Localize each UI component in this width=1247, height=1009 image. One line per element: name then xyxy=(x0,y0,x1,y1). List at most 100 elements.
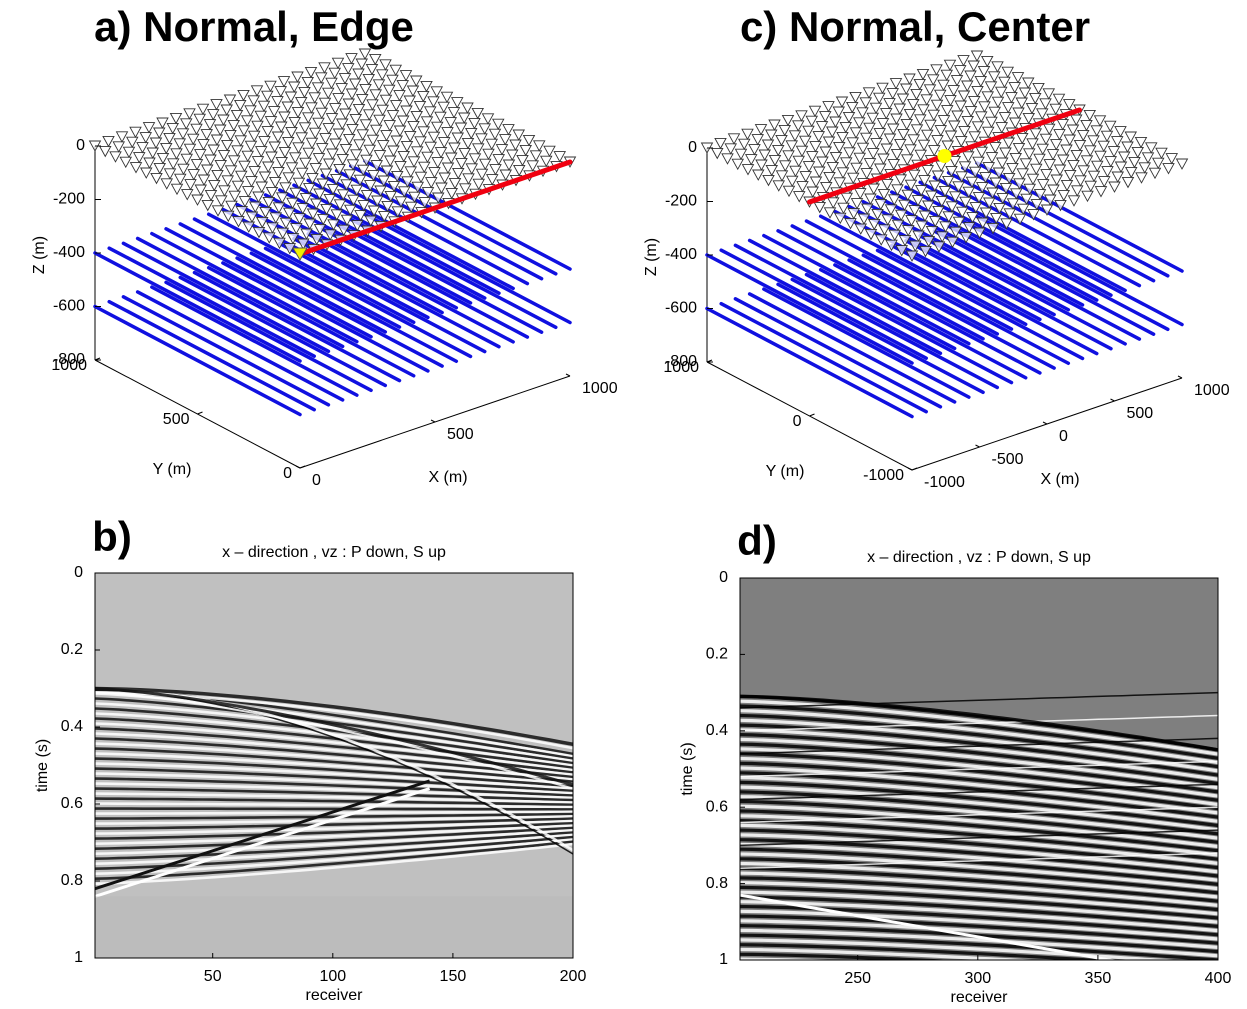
receiver xyxy=(380,130,393,142)
receiver xyxy=(441,127,454,139)
receiver xyxy=(1134,136,1148,149)
wavefront xyxy=(740,885,1218,920)
receiver xyxy=(553,151,567,163)
receiver xyxy=(204,154,217,166)
receiver xyxy=(173,138,187,150)
receiver xyxy=(437,137,451,149)
receiver xyxy=(984,81,998,93)
receiver xyxy=(299,157,312,170)
receiver xyxy=(478,158,492,171)
receiver xyxy=(289,187,303,200)
receiver xyxy=(247,130,261,143)
receiver xyxy=(859,132,873,145)
receiver xyxy=(281,101,295,113)
receiver xyxy=(974,111,988,123)
receiver xyxy=(1080,155,1094,167)
receiver xyxy=(179,118,193,130)
receiver xyxy=(234,170,248,183)
receiver xyxy=(1054,199,1067,212)
receiver xyxy=(203,119,217,131)
receiver xyxy=(156,117,169,129)
receiver xyxy=(1138,162,1152,174)
receiver xyxy=(359,119,373,131)
receiver xyxy=(458,147,472,160)
receiver xyxy=(908,205,922,217)
receiver xyxy=(991,61,1004,73)
receiver xyxy=(293,213,306,225)
receiver xyxy=(350,220,364,232)
receiver xyxy=(1013,213,1027,226)
receiver xyxy=(842,111,856,124)
receiver xyxy=(1076,129,1090,142)
x-tick-label: 1000 xyxy=(1194,382,1230,399)
receiver xyxy=(232,216,245,228)
receiver xyxy=(457,112,471,124)
receiver-line xyxy=(297,159,573,257)
x-tick xyxy=(295,465,301,469)
receiver xyxy=(302,147,316,160)
receiver xyxy=(248,201,262,213)
receiver xyxy=(819,146,833,158)
receiver xyxy=(1049,139,1063,151)
receiver xyxy=(1030,199,1044,211)
receiver xyxy=(782,150,795,162)
receiver xyxy=(975,182,989,194)
receiver xyxy=(954,135,968,148)
receiver xyxy=(326,183,340,196)
horizon-line xyxy=(747,292,957,404)
receiver xyxy=(404,166,418,178)
receiver xyxy=(183,143,197,156)
receiver xyxy=(315,143,329,155)
panel-title: c) Normal, Center xyxy=(740,3,1090,50)
receiver xyxy=(434,111,447,124)
receiver xyxy=(886,123,900,135)
receiver xyxy=(301,112,315,124)
horizon-line xyxy=(121,241,331,354)
receiver xyxy=(819,181,833,194)
receiver xyxy=(966,212,979,224)
receiver xyxy=(972,156,985,169)
receiver xyxy=(269,212,283,224)
wavefront xyxy=(740,943,1116,960)
z-axis-label: Z (m) xyxy=(31,236,48,274)
receiver xyxy=(322,158,336,170)
receiver xyxy=(921,165,935,177)
receiver xyxy=(150,172,163,185)
receiver xyxy=(971,85,984,98)
receiver xyxy=(272,202,286,214)
receiver xyxy=(835,96,849,108)
receiver xyxy=(512,129,526,141)
receiver xyxy=(837,202,850,215)
receiver xyxy=(407,120,420,133)
wavefront xyxy=(740,756,1218,807)
receiver xyxy=(286,233,300,245)
receiver xyxy=(369,124,383,137)
receiver xyxy=(1114,161,1128,173)
horizon-line xyxy=(306,232,515,344)
receiver xyxy=(1144,142,1158,154)
receiver xyxy=(1135,172,1148,184)
receiver xyxy=(847,208,861,220)
receiver xyxy=(871,208,884,221)
horizon-line xyxy=(150,231,359,344)
receiver xyxy=(312,117,325,130)
x-tick-label: 200 xyxy=(560,968,587,985)
receiver xyxy=(1043,159,1057,171)
wavefront xyxy=(95,812,573,820)
receiver xyxy=(967,95,981,108)
horizon-line xyxy=(277,188,487,300)
receiver xyxy=(176,128,190,140)
wavefront xyxy=(740,924,1218,954)
horizon-line xyxy=(861,199,1071,312)
receiver xyxy=(968,166,982,179)
receiver xyxy=(1027,209,1040,221)
receiver xyxy=(974,75,988,88)
receiver xyxy=(874,198,888,211)
receiver xyxy=(451,132,465,144)
receiver xyxy=(441,162,455,174)
receiver xyxy=(320,203,333,216)
receiver xyxy=(502,159,516,171)
receiver xyxy=(905,250,919,262)
receiver xyxy=(264,116,278,128)
receiver xyxy=(379,59,392,71)
